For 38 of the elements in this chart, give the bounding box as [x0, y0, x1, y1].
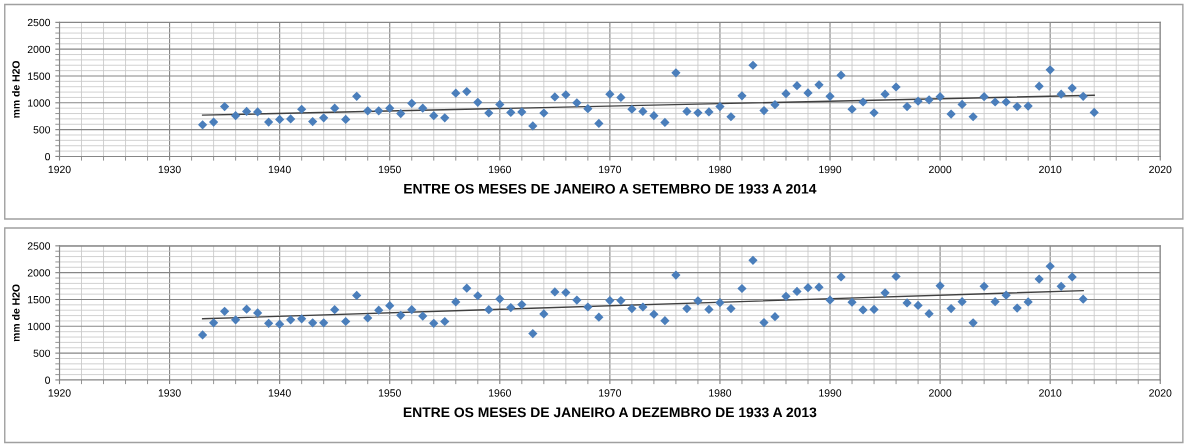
x-tick-label: 1950: [378, 165, 401, 174]
y-tick-label: 0: [45, 376, 51, 384]
y-tick-label: 500: [33, 349, 51, 358]
x-axis-title: ENTRE OS MESES DE JANEIRO A SETEMBRO DE 1933 A 2014: [404, 183, 817, 194]
x-tick-label: 2020: [1149, 165, 1172, 174]
x-tick-label: 2010: [1039, 389, 1062, 397]
x-tick-label: 1930: [158, 389, 181, 397]
x-tick-label: 1930: [158, 165, 181, 174]
y-axis-title: mm de H2O: [12, 60, 20, 118]
y-tick-label: 1500: [28, 72, 51, 80]
y-tick-label: 1500: [28, 295, 51, 304]
x-tick-label: 1960: [489, 165, 511, 174]
y-tick-label: 2000: [27, 269, 51, 277]
x-tick-label: 1920: [48, 165, 71, 174]
x-tick-label: 1970: [599, 165, 622, 174]
y-tick-label: 500: [33, 126, 51, 134]
x-tick-label: 1970: [599, 389, 622, 397]
x-tick-label: 1990: [819, 389, 842, 397]
x-tick-label: 2000: [929, 389, 952, 397]
x-tick-label: 1940: [268, 389, 291, 397]
x-tick-label: 1960: [489, 389, 511, 397]
y-tick-label: 2000: [27, 45, 51, 54]
x-tick-label: 1920: [48, 389, 71, 397]
x-tick-label: 1980: [709, 389, 732, 397]
x-axis-title: ENTRE OS MESES DE JANEIRO A DEZEMBRO DE 1933 A 2013: [403, 407, 817, 418]
x-tick-label: 1990: [819, 165, 842, 174]
y-tick-label: 0: [45, 152, 51, 161]
x-tick-label: 1950: [378, 389, 401, 397]
y-tick-label: 1000: [28, 322, 51, 331]
x-tick-label: 1980: [709, 165, 732, 174]
y-tick-label: 2500: [27, 242, 51, 250]
y-tick-label: 2500: [27, 18, 51, 27]
y-axis-title: mm de H2O: [12, 284, 20, 342]
x-tick-label: 1940: [268, 165, 291, 174]
x-tick-label: 2020: [1149, 389, 1172, 397]
x-tick-label: 2000: [929, 165, 952, 174]
x-tick-label: 2010: [1039, 165, 1062, 174]
y-tick-label: 1000: [28, 99, 51, 107]
